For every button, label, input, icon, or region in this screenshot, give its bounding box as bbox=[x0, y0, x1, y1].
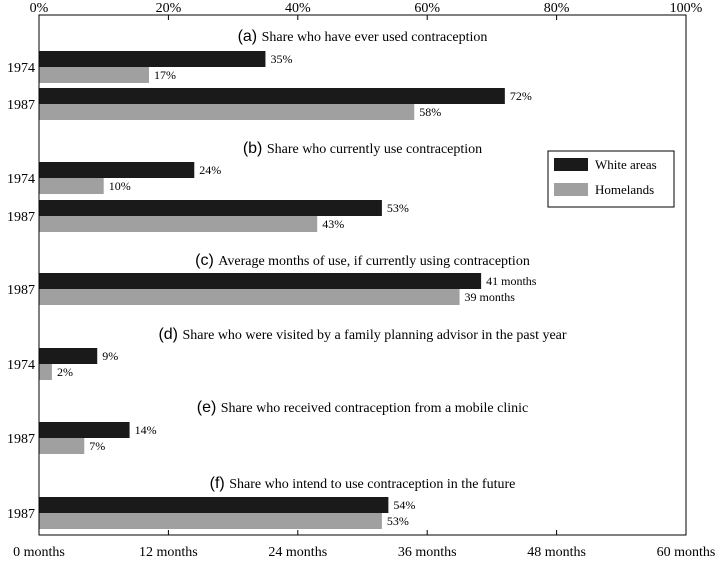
bar-value-label: 39 months bbox=[465, 290, 516, 304]
bottom-tick-label: 48 months bbox=[527, 545, 586, 560]
bar-homelands bbox=[39, 364, 52, 380]
bar-white-areas bbox=[39, 497, 389, 513]
top-tick-label: 40% bbox=[285, 1, 311, 16]
panel-title: (e) Share who received contraception fro… bbox=[197, 399, 529, 416]
top-tick-label: 100% bbox=[670, 1, 703, 16]
legend-label-white-areas: White areas bbox=[595, 157, 657, 172]
year-label: 1974 bbox=[7, 61, 35, 76]
bottom-tick-label: 60 months bbox=[657, 545, 716, 560]
bar-white-areas bbox=[39, 51, 266, 67]
bar-white-areas bbox=[39, 422, 130, 438]
year-label: 1987 bbox=[7, 507, 35, 522]
bar-white-areas bbox=[39, 273, 482, 289]
bar-white-areas bbox=[39, 348, 98, 364]
year-label: 1987 bbox=[7, 283, 35, 298]
bar-value-label: 72% bbox=[510, 89, 532, 103]
bottom-tick-label: 36 months bbox=[398, 545, 457, 560]
panel-title: (c) Average months of use, if currently … bbox=[195, 252, 530, 269]
legend-swatch-homelands bbox=[554, 183, 588, 196]
year-label: 1987 bbox=[7, 432, 35, 447]
bar-value-label: 43% bbox=[322, 217, 344, 231]
bottom-tick-label: 12 months bbox=[139, 545, 198, 560]
year-label: 1987 bbox=[7, 210, 35, 225]
top-tick-label: 80% bbox=[544, 1, 570, 16]
top-tick-label: 60% bbox=[414, 1, 440, 16]
bar-value-label: 17% bbox=[154, 68, 176, 82]
bar-homelands bbox=[39, 67, 149, 83]
bottom-tick-label: 0 months bbox=[13, 545, 65, 560]
top-tick-label: 20% bbox=[156, 1, 182, 16]
bar-value-label: 10% bbox=[109, 179, 131, 193]
bar-homelands bbox=[39, 104, 415, 120]
legend-label-homelands: Homelands bbox=[595, 182, 654, 197]
bar-value-label: 35% bbox=[270, 52, 292, 66]
bar-homelands bbox=[39, 438, 85, 454]
axis-layer: 0% 20% 40% 60% 80% 100% 0 months 12 months 24 mo… bbox=[13, 1, 715, 560]
bar-homelands bbox=[39, 289, 460, 305]
bar-white-areas bbox=[39, 88, 505, 104]
bar-value-label: 7% bbox=[89, 439, 105, 453]
bottom-tick-label: 24 months bbox=[268, 545, 327, 560]
labels-layer: (a) Share who have ever used contracepti… bbox=[7, 28, 567, 528]
bar-white-areas bbox=[39, 162, 195, 178]
bar-value-label: 24% bbox=[199, 163, 221, 177]
panel-title: (b) Share who currently use contraceptio… bbox=[243, 140, 482, 157]
bar-value-label: 53% bbox=[387, 201, 409, 215]
year-label: 1974 bbox=[7, 358, 35, 373]
panel-title: (a) Share who have ever used contracepti… bbox=[238, 28, 488, 45]
bar-value-label: 14% bbox=[135, 423, 157, 437]
bar-value-label: 58% bbox=[419, 105, 441, 119]
year-label: 1987 bbox=[7, 98, 35, 113]
legend-swatch-white-areas bbox=[554, 158, 588, 171]
year-label: 1974 bbox=[7, 172, 35, 187]
bar-value-label: 54% bbox=[393, 498, 415, 512]
legend: White areas Homelands bbox=[547, 150, 675, 208]
bar-homelands bbox=[39, 178, 104, 194]
bar-homelands bbox=[39, 513, 382, 529]
bar-value-label: 53% bbox=[387, 514, 409, 528]
bar-white-areas bbox=[39, 200, 382, 216]
bar-value-label: 2% bbox=[57, 365, 73, 379]
bar-value-label: 41 months bbox=[486, 274, 537, 288]
bars-layer bbox=[39, 51, 505, 529]
top-tick-label: 0% bbox=[30, 1, 49, 16]
bar-value-label: 9% bbox=[102, 349, 118, 363]
panel-title: (f) Share who intend to use contraceptio… bbox=[210, 475, 516, 492]
panel-title: (d) Share who were visited by a family p… bbox=[158, 326, 566, 343]
plot-frame bbox=[38, 14, 687, 536]
bar-homelands bbox=[39, 216, 318, 232]
